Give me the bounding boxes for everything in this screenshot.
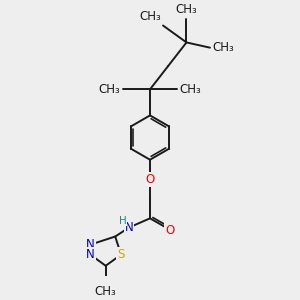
Text: CH₃: CH₃ (179, 83, 201, 96)
Text: O: O (146, 173, 154, 186)
Text: H: H (119, 216, 127, 226)
Text: CH₃: CH₃ (176, 3, 197, 16)
Text: CH₃: CH₃ (99, 83, 121, 96)
Text: CH₃: CH₃ (95, 285, 117, 298)
Text: CH₃: CH₃ (139, 10, 161, 23)
Text: N: N (125, 221, 134, 234)
Text: O: O (165, 224, 174, 237)
Text: CH₃: CH₃ (212, 41, 234, 54)
Text: N: N (86, 248, 95, 261)
Text: N: N (86, 238, 95, 251)
Text: S: S (117, 248, 125, 261)
